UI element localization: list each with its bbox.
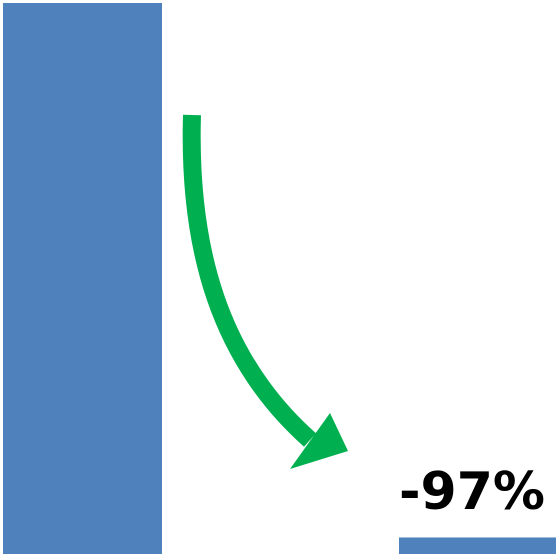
bar-2 — [399, 537, 556, 554]
decline-arrow-head — [290, 413, 348, 469]
decline-arrow-shaft — [182, 114, 316, 447]
bar-1 — [3, 3, 162, 554]
bars-group — [3, 3, 556, 554]
change-percent-label: -97% — [399, 462, 545, 522]
